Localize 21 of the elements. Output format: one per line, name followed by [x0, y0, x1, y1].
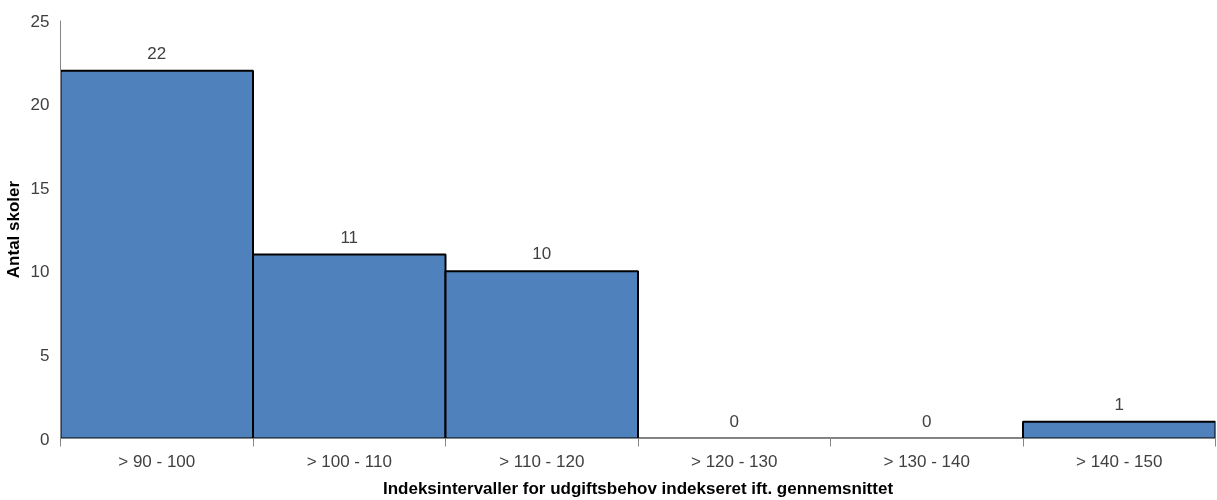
y-tick-label: 10: [30, 262, 50, 282]
bar: [1022, 420, 1216, 439]
x-tick-label: > 110 - 120: [499, 451, 585, 471]
y-tick-label: 25: [30, 11, 50, 31]
y-tick-label: 5: [40, 345, 50, 365]
data-label: 22: [147, 43, 167, 63]
x-axis-title: Indeksintervaller for udgiftsbehov indekseret ift. gennemsnittet: [382, 478, 894, 498]
y-tick-label: 20: [30, 95, 50, 115]
y-tick-label: 0: [40, 429, 50, 449]
x-tick-label: > 120 - 130: [691, 451, 778, 471]
x-tick-label: > 100 - 110: [306, 451, 392, 471]
data-label: 1: [1114, 394, 1124, 414]
data-label: 0: [729, 411, 739, 431]
x-tick-label: > 140 - 150: [1076, 451, 1163, 471]
y-axis-title: Antal skoler: [3, 180, 23, 279]
x-tick-label: > 90 - 100: [118, 451, 196, 471]
data-label: 10: [532, 244, 552, 264]
data-label: 0: [922, 411, 932, 431]
y-tick-label: 15: [30, 178, 50, 198]
data-label: 11: [340, 227, 359, 247]
x-tick-label: > 130 - 140: [883, 451, 971, 471]
